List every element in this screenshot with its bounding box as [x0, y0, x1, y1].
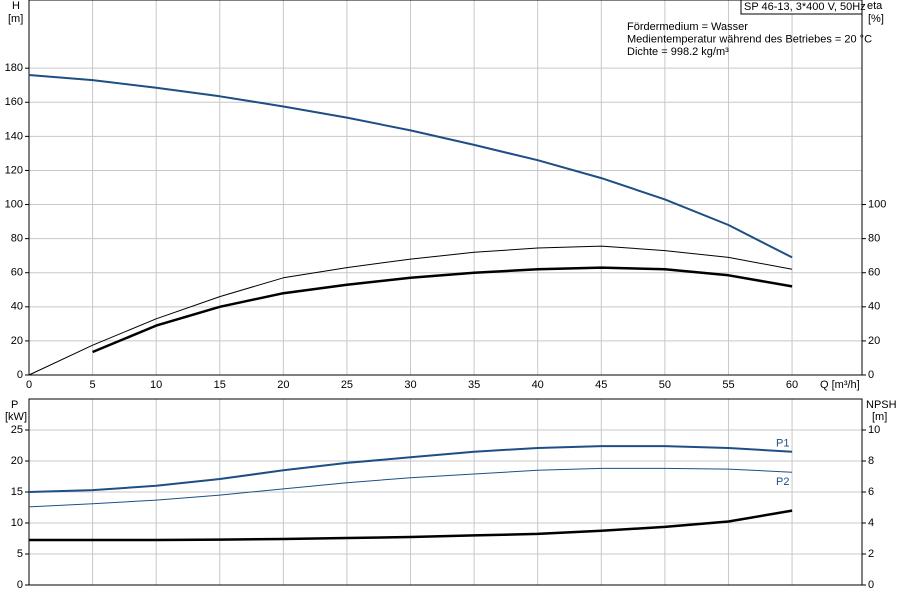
- x-tick-label: 50: [659, 379, 671, 391]
- axis-label: eta: [867, 0, 883, 12]
- x-tick-label: 40: [532, 379, 544, 391]
- x-axis-label: Q [m³/h]: [820, 379, 860, 391]
- axis-label: [m]: [8, 13, 23, 25]
- y-tick-label: 100: [5, 198, 23, 210]
- y-tick-label: 0: [17, 369, 23, 381]
- y2-tick-label: 40: [868, 301, 880, 313]
- axis-label: [%]: [868, 13, 884, 25]
- y2-tick-label: 0: [868, 369, 874, 381]
- y2-tick-label: 0: [868, 579, 874, 591]
- series-label: P1: [776, 438, 789, 450]
- x-tick-label: 15: [214, 379, 226, 391]
- curve: [28, 245, 793, 376]
- y2-tick-label: 2: [868, 548, 874, 560]
- y-tick-label: 15: [11, 486, 23, 498]
- y2-tick-label: 6: [868, 486, 874, 498]
- y2-tick-label: 20: [868, 335, 880, 347]
- x-tick-label: 5: [90, 379, 96, 391]
- x-tick-label: 35: [468, 379, 480, 391]
- annotation: Medientemperatur während des Betriebes =…: [627, 33, 872, 45]
- x-tick-label: 20: [277, 379, 289, 391]
- y2-tick-label: 4: [868, 517, 874, 529]
- x-tick-label: 10: [150, 379, 162, 391]
- y-tick-label: 140: [5, 130, 23, 142]
- y-tick-label: 25: [11, 424, 23, 436]
- y2-tick-label: 80: [868, 233, 880, 245]
- plot-frame: [28, 0, 863, 376]
- y2-tick-label: 60: [868, 267, 880, 279]
- x-tick-label: 55: [722, 379, 734, 391]
- y-tick-label: 40: [11, 301, 23, 313]
- y-tick-label: 20: [11, 455, 23, 467]
- y2-tick-label: 8: [868, 455, 874, 467]
- y-tick-label: 120: [5, 164, 23, 176]
- y-tick-label: 160: [5, 96, 23, 108]
- annotation: Dichte = 998.2 kg/m³: [627, 46, 729, 58]
- y-tick-label: 0: [17, 579, 23, 591]
- y-tick-label: 60: [11, 267, 23, 279]
- x-tick-label: 45: [595, 379, 607, 391]
- y-tick-label: 180: [5, 62, 23, 74]
- y-tick-label: 80: [11, 233, 23, 245]
- y-tick-label: 20: [11, 335, 23, 347]
- curve: [28, 467, 793, 508]
- y-tick-label: 5: [17, 548, 23, 560]
- title-box: [740, 0, 863, 15]
- y2-tick-label: 100: [868, 198, 886, 210]
- x-tick-label: 30: [404, 379, 416, 391]
- annotation: Fördermedium = Wasser: [627, 21, 748, 33]
- chart-title: SP 46-13, 3*400 V, 50Hz: [744, 1, 866, 13]
- axis-label: [m]: [872, 411, 887, 423]
- x-tick-label: 0: [26, 379, 32, 391]
- axis-label: [kW]: [5, 411, 27, 423]
- series-label: P2: [776, 476, 789, 488]
- axis-label: H: [12, 0, 20, 12]
- y-tick-label: 10: [11, 517, 23, 529]
- curve: [28, 445, 793, 493]
- axis-label: NPSH: [866, 399, 897, 411]
- curve: [29, 509, 793, 542]
- x-tick-label: 25: [341, 379, 353, 391]
- axis-label: P: [11, 399, 18, 411]
- curve: [92, 266, 793, 354]
- x-tick-label: 60: [786, 379, 798, 391]
- curve: [28, 74, 793, 259]
- y2-tick-label: 10: [868, 424, 880, 436]
